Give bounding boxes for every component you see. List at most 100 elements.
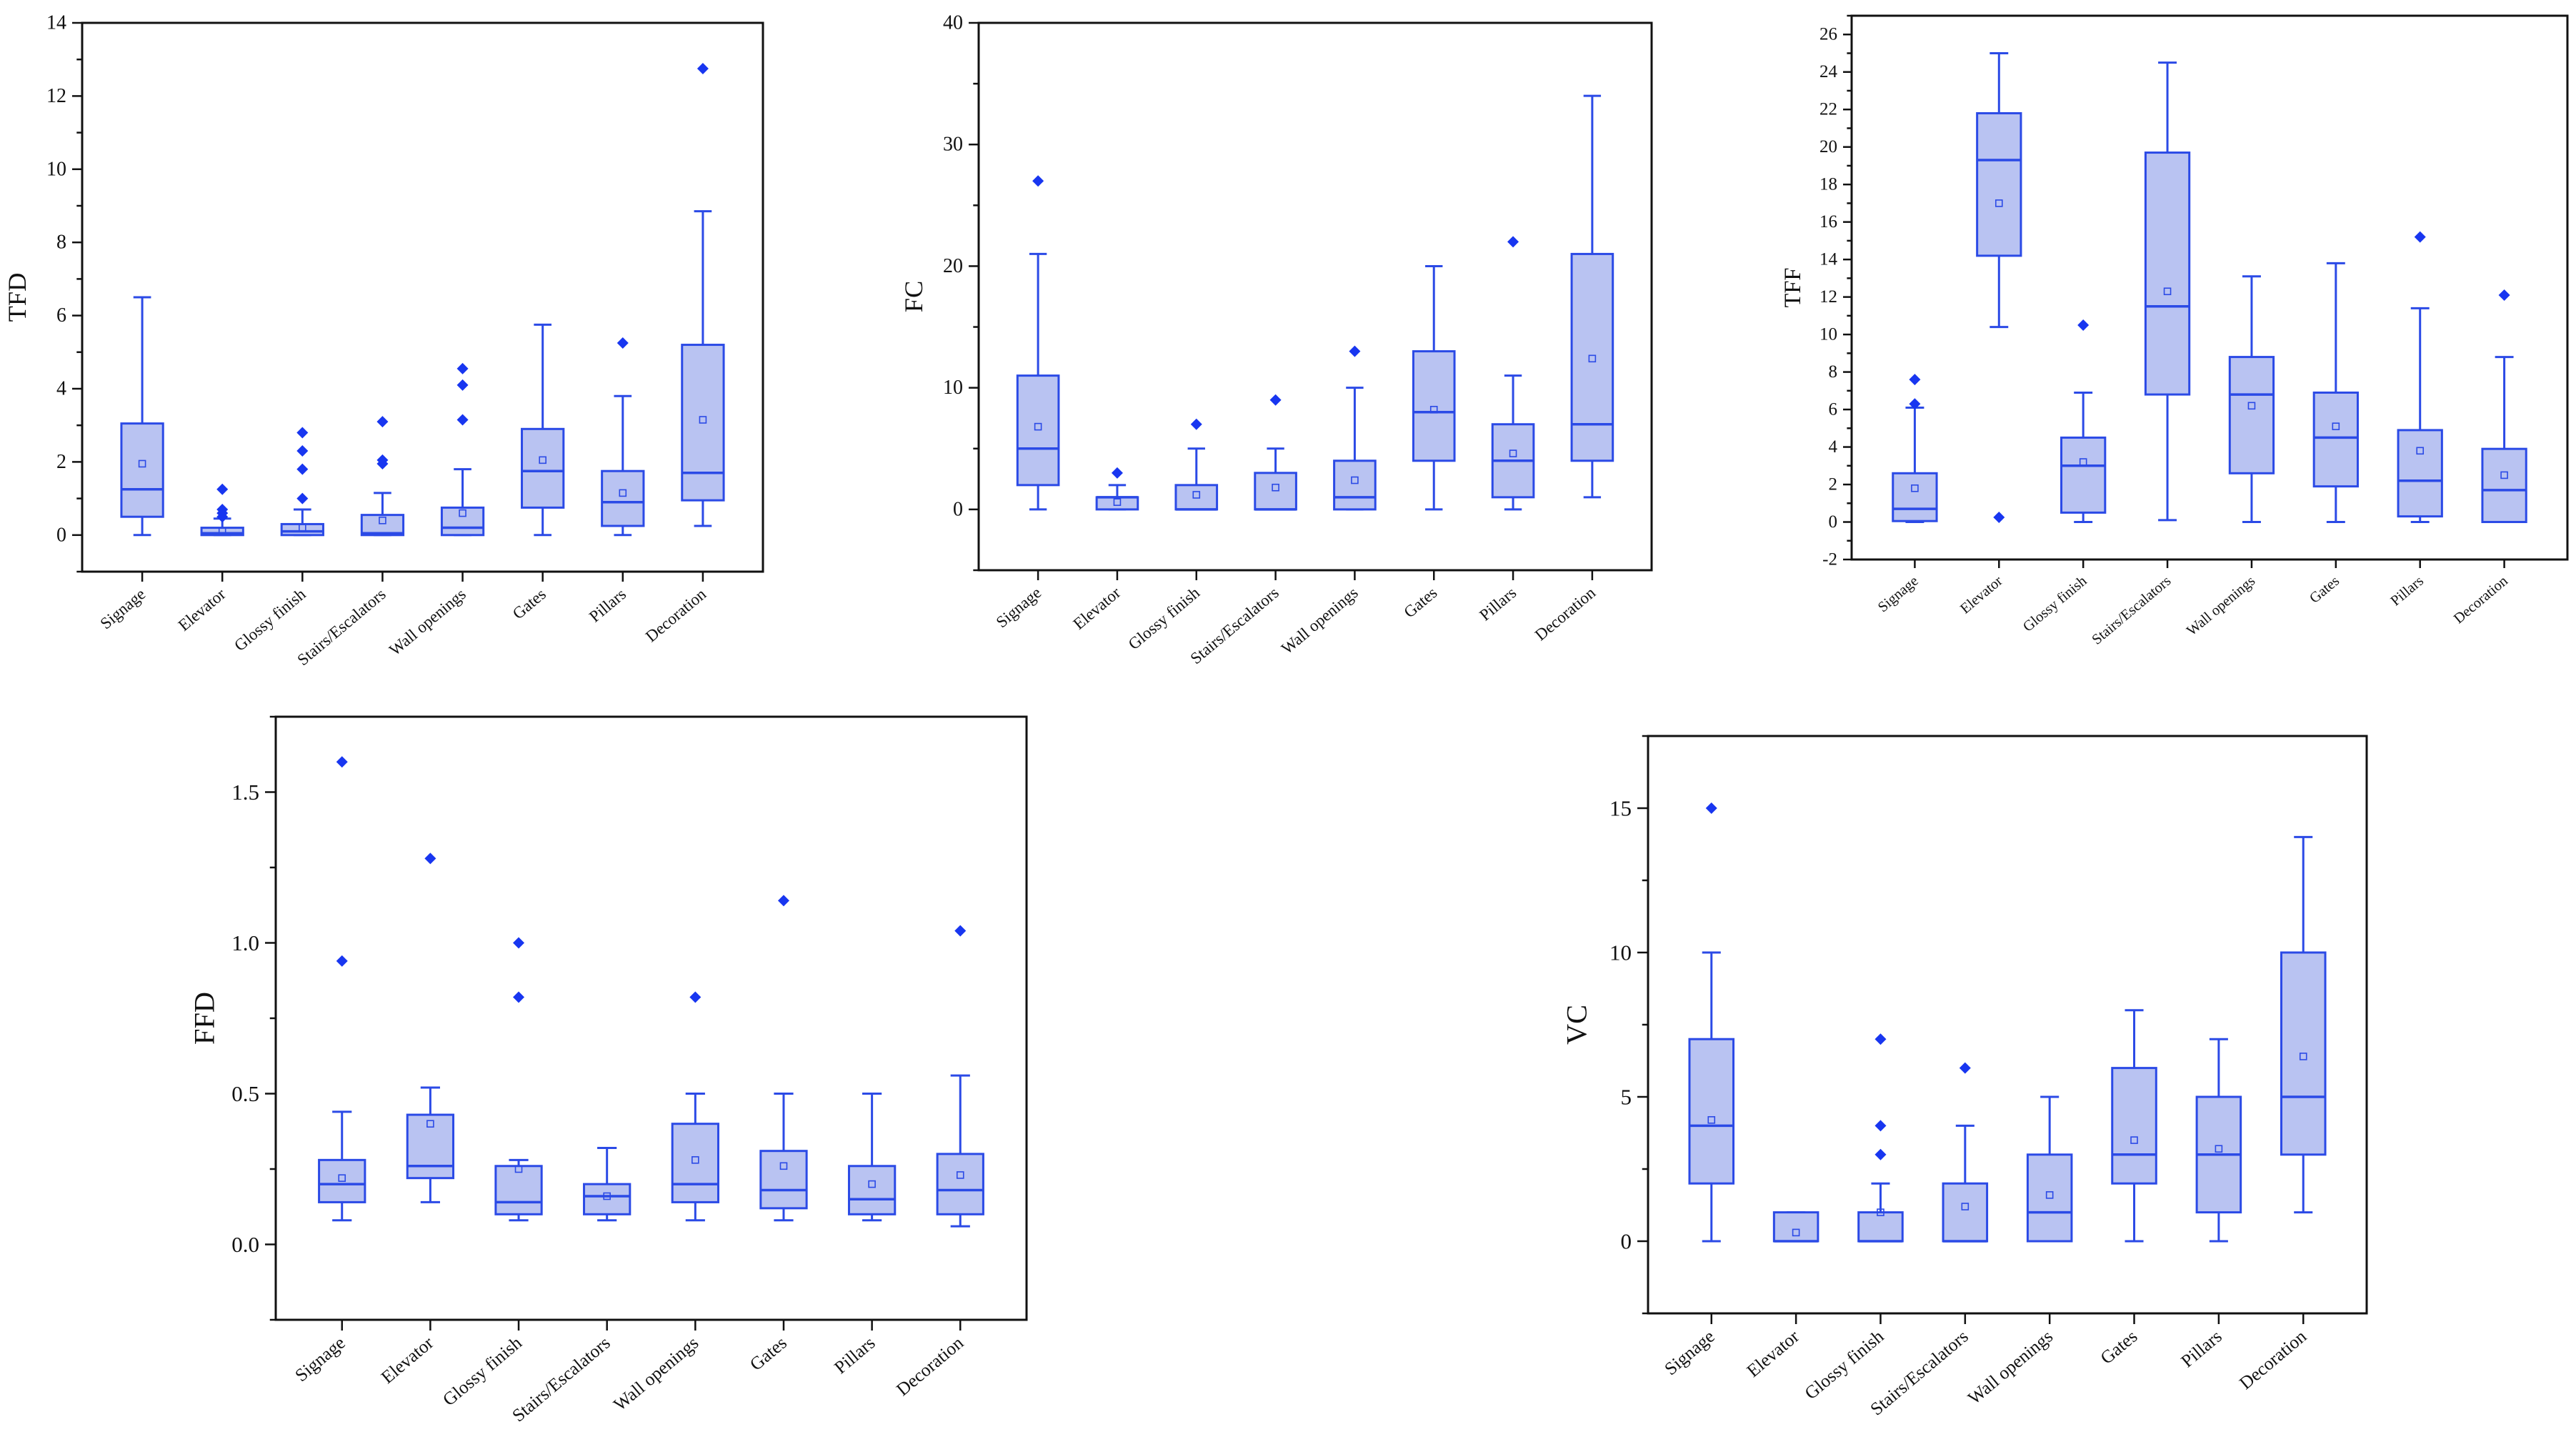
mean-marker	[514, 1165, 523, 1173]
outlier-point	[1190, 418, 1202, 430]
outlier-point	[1993, 511, 2005, 523]
iqr-box	[1570, 252, 1614, 462]
mean-marker	[1707, 1116, 1716, 1124]
box-fc-7	[1570, 94, 1614, 499]
outlier-point	[1111, 467, 1123, 479]
outlier-point	[216, 503, 229, 515]
outlier-point	[296, 427, 309, 439]
mean-marker	[1429, 406, 1438, 414]
outlier-point	[2414, 231, 2426, 243]
plot-frame	[1850, 14, 2569, 561]
y-tick-label: 10	[46, 158, 66, 180]
mean-marker	[2215, 1145, 2223, 1153]
iqr-box	[494, 1165, 543, 1215]
box-fc-1	[1095, 467, 1139, 511]
mean-marker	[2500, 471, 2508, 479]
box-vc-3	[1942, 1062, 1989, 1243]
mean-marker	[1113, 498, 1122, 506]
x-tick-label: Decoration	[2451, 573, 2511, 627]
chart-tfd: 0 2 4 6 8 10 12 14 TFD Signage Elevator Glossy fini…	[3, 12, 764, 669]
iqr-box	[2481, 447, 2527, 524]
mean-marker	[2079, 458, 2087, 466]
outlier-point	[513, 937, 525, 949]
mean-marker	[459, 509, 466, 517]
x-tick-label: Decoration	[1532, 583, 1599, 644]
x-tick-label: Wall openings	[386, 585, 469, 660]
x-tick-label: Pillars	[2388, 573, 2427, 610]
box-vc-6	[2195, 1038, 2242, 1243]
y-axis-label: FFD	[189, 992, 221, 1045]
box-tff-2	[2060, 319, 2107, 524]
y-tick-label: 1.5	[231, 780, 259, 805]
mean-marker	[2332, 422, 2340, 430]
outlier-point	[1874, 1033, 1887, 1045]
y-tick-label: 0	[953, 498, 963, 520]
iqr-box	[1857, 1211, 1904, 1243]
outlier-point	[336, 955, 348, 967]
iqr-box	[1892, 472, 1938, 522]
y-tick-label: 1.0	[231, 930, 259, 955]
iqr-box	[280, 522, 324, 537]
x-tick-label: Glossy finish	[1125, 583, 1204, 653]
x-tick-label: Elevator	[377, 1333, 437, 1388]
plot-frame	[274, 715, 1028, 1321]
x-tick-label: Wall openings	[1278, 584, 1362, 658]
box-ffd-2	[494, 937, 543, 1222]
iqr-box	[2280, 951, 2327, 1156]
y-tick-label: 22	[1819, 100, 1837, 119]
outlier-point	[1909, 374, 1921, 386]
x-tick-label: Wall openings	[610, 1333, 702, 1415]
x-tick-label: Stairs/Escalators	[2089, 573, 2174, 648]
iqr-box	[440, 506, 485, 537]
iqr-box	[2397, 429, 2443, 518]
box-vc-7	[2280, 835, 2327, 1214]
y-tick-label: -2	[1822, 550, 1837, 570]
outlier-point	[2498, 289, 2510, 301]
y-tick-label: 20	[943, 255, 963, 277]
iqr-box	[601, 469, 645, 527]
mean-marker	[338, 1174, 346, 1182]
outlier-point	[1959, 1062, 1971, 1074]
mean-marker	[699, 416, 707, 424]
x-tick-label: Gates	[2097, 1326, 2141, 1368]
y-tick-label: 8	[56, 232, 66, 254]
box-ffd-6	[847, 1093, 897, 1222]
iqr-box	[1772, 1211, 1819, 1243]
mean-marker	[1792, 1228, 1800, 1237]
y-tick-label: 24	[1819, 62, 1838, 81]
y-tick-label: 0	[1829, 512, 1838, 532]
outlier-point	[296, 492, 309, 504]
outlier-point	[1349, 345, 1361, 357]
iqr-box	[1688, 1038, 1735, 1185]
outlier-point	[296, 445, 309, 457]
mean-marker	[1272, 483, 1279, 492]
y-tick-label: 4	[1829, 437, 1838, 457]
x-tick-label: Signage	[97, 585, 149, 633]
box-tff-1	[1976, 51, 2022, 523]
plot-frame	[977, 21, 1653, 572]
x-tick-label: Elevator	[1070, 583, 1124, 632]
x-tick-label: Gates	[2307, 573, 2342, 607]
mean-marker	[1911, 484, 1919, 492]
box-vc-2	[1857, 1033, 1904, 1243]
iqr-box	[120, 422, 164, 518]
y-tick-label: 12	[1819, 287, 1837, 307]
box-tff-5	[2312, 262, 2359, 524]
x-tick-label: Signage	[291, 1333, 349, 1386]
outlier-point	[1507, 236, 1519, 248]
iqr-box	[2111, 1067, 2157, 1185]
y-tick-label: 14	[1819, 250, 1838, 269]
box-vc-4	[2026, 1095, 2073, 1243]
outlier-point	[296, 463, 309, 475]
y-tick-label: 10	[1609, 940, 1632, 965]
box-tff-0	[1892, 374, 1938, 524]
box-vc-1	[1772, 1211, 1819, 1243]
box-ffd-1	[406, 852, 455, 1203]
box-tfd-6	[601, 337, 645, 537]
mean-marker	[603, 1192, 611, 1200]
outlier-point	[376, 454, 389, 466]
